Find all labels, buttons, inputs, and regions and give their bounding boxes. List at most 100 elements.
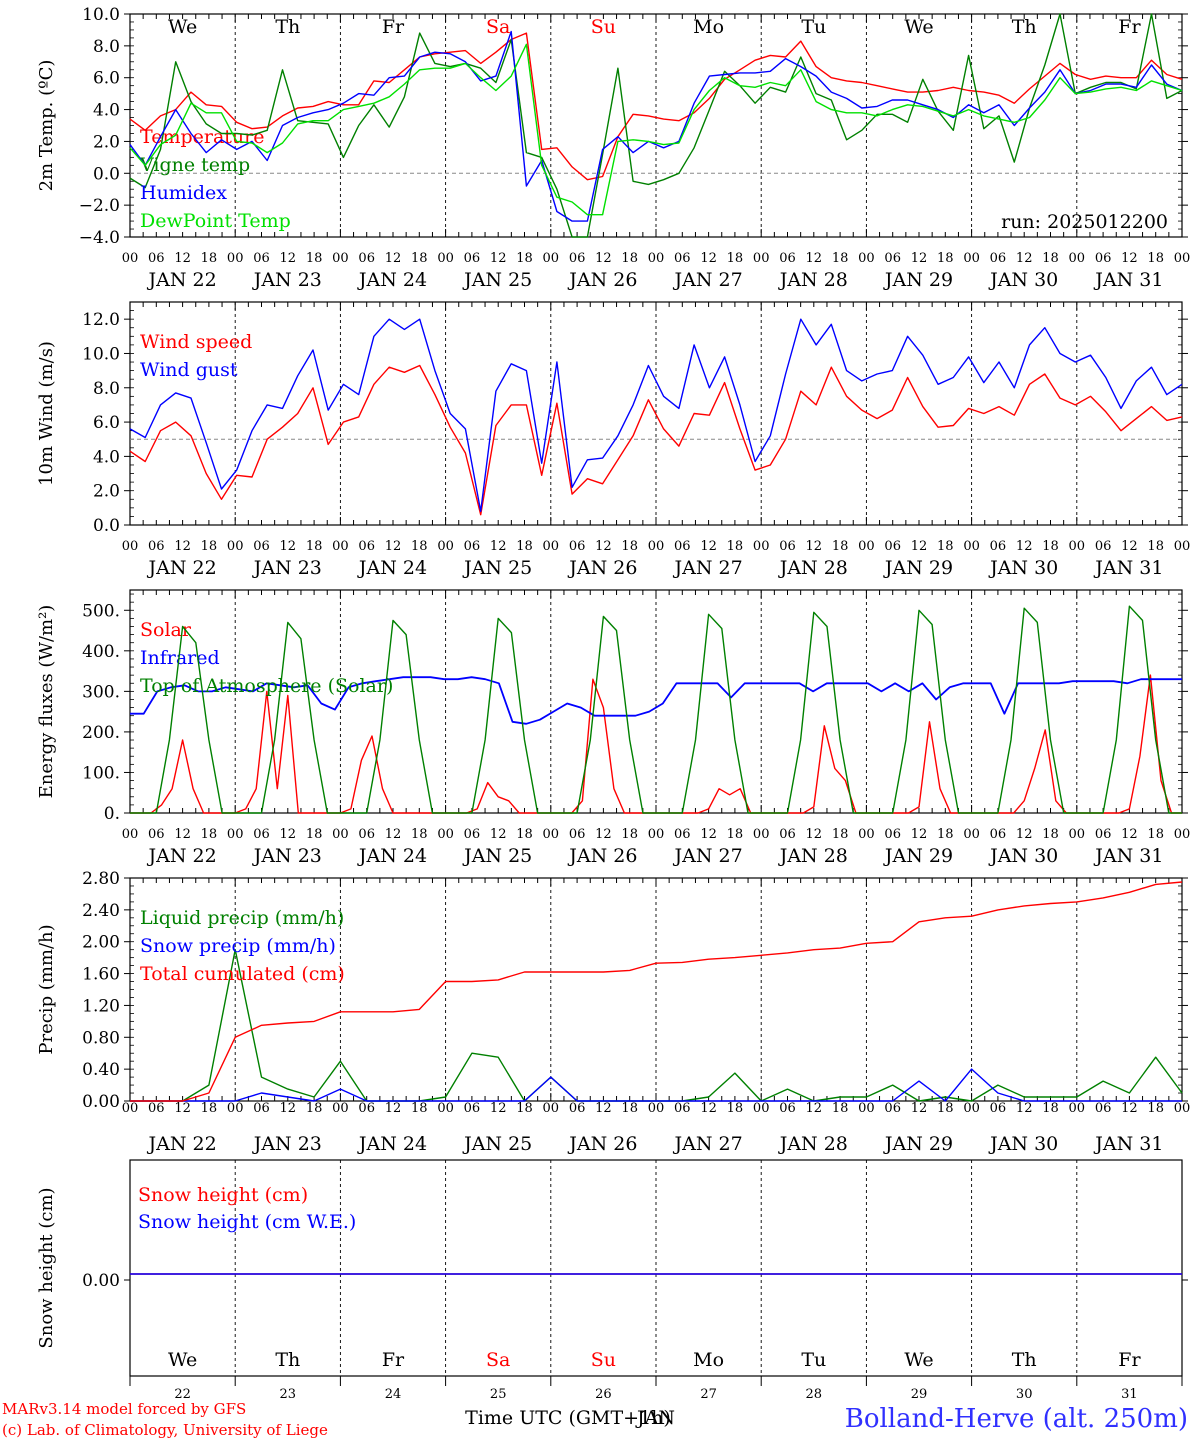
- hour-tick-label: 06: [569, 251, 586, 266]
- y-tick-label: 2.00: [82, 933, 120, 953]
- hour-tick-label: 00: [1069, 1101, 1086, 1116]
- day-tick-label: JAN 23: [252, 269, 322, 291]
- day-tick-label: JAN 25: [462, 1133, 532, 1155]
- weekday-label: Mo: [693, 16, 724, 38]
- y-tick-label: 1.20: [82, 996, 120, 1016]
- hour-tick-label: 06: [253, 827, 270, 842]
- hour-tick-label: 06: [674, 539, 691, 554]
- hour-tick-label: 12: [280, 827, 297, 842]
- model-credit-line1: MARv3.14 model forced by GFS: [2, 1400, 246, 1418]
- weekday-label: Fr: [382, 1349, 405, 1371]
- hour-tick-label: 18: [937, 1101, 954, 1116]
- hour-tick-label: 00: [648, 1101, 665, 1116]
- y-tick-label: 1.60: [82, 965, 120, 985]
- hour-tick-label: 06: [148, 827, 165, 842]
- day-number-label: 26: [595, 1387, 612, 1402]
- weekday-label: We: [168, 16, 197, 38]
- hour-tick-label: 00: [543, 1101, 560, 1116]
- y-tick-label: 12.0: [82, 310, 120, 330]
- hour-tick-label: 18: [1147, 251, 1164, 266]
- hour-tick-label: 12: [385, 827, 402, 842]
- hour-tick-label: 12: [806, 1101, 823, 1116]
- weekday-label: Sa: [486, 16, 510, 38]
- hour-tick-label: 06: [779, 1101, 796, 1116]
- hour-tick-label: 12: [490, 827, 507, 842]
- day-tick-label: JAN 28: [778, 1133, 848, 1155]
- hour-tick-label: 12: [1121, 1101, 1138, 1116]
- hour-tick-label: 12: [700, 1101, 717, 1116]
- hour-tick-label: 06: [990, 1101, 1007, 1116]
- hour-tick-label: 00: [543, 539, 560, 554]
- y-axis-label: Energy fluxes (W/m²): [36, 605, 57, 799]
- hour-tick-label: 00: [332, 251, 349, 266]
- y-tick-label: 400.: [82, 642, 120, 662]
- y-tick-label: 6.0: [93, 69, 120, 89]
- y-tick-label: −4.0: [79, 228, 120, 248]
- hour-tick-label: 00: [858, 539, 875, 554]
- hour-tick-label: 18: [516, 1101, 533, 1116]
- hour-tick-label: 00: [1174, 251, 1191, 266]
- y-tick-label: 100.: [82, 763, 120, 783]
- hour-tick-label: 00: [122, 1101, 139, 1116]
- day-tick-label: JAN 23: [252, 557, 322, 579]
- weekday-label: Th: [275, 1349, 300, 1371]
- hour-tick-label: 00: [227, 251, 244, 266]
- hour-tick-label: 18: [621, 1101, 638, 1116]
- hour-tick-label: 12: [806, 827, 823, 842]
- weekday-label: Su: [591, 1349, 616, 1371]
- hour-tick-label: 06: [569, 1101, 586, 1116]
- hour-tick-label: 06: [569, 539, 586, 554]
- day-tick-label: JAN 29: [883, 845, 953, 867]
- hour-tick-label: 06: [569, 827, 586, 842]
- hour-tick-label: 18: [621, 251, 638, 266]
- y-tick-label: 0.0: [93, 516, 120, 536]
- hour-tick-label: 12: [174, 1101, 191, 1116]
- hour-tick-label: 06: [990, 251, 1007, 266]
- weekday-label: Fr: [1118, 1349, 1141, 1371]
- legend-entry: Snow height (cm): [138, 1184, 308, 1206]
- hour-tick-label: 12: [911, 827, 928, 842]
- hour-tick-label: 06: [990, 827, 1007, 842]
- hour-tick-label: 00: [858, 827, 875, 842]
- y-tick-label: 10.0: [82, 5, 120, 25]
- legend-entry: Infrared: [140, 647, 220, 669]
- series-line: [129, 30, 1183, 222]
- hour-tick-label: 12: [700, 827, 717, 842]
- hour-tick-label: 06: [253, 1101, 270, 1116]
- hour-tick-label: 18: [201, 539, 218, 554]
- hour-tick-label: 00: [648, 539, 665, 554]
- hour-tick-label: 00: [963, 251, 980, 266]
- day-tick-label: JAN 22: [147, 269, 217, 291]
- hour-tick-label: 00: [1069, 539, 1086, 554]
- series-line: [129, 43, 1183, 216]
- hour-tick-label: 06: [884, 827, 901, 842]
- hour-tick-label: 18: [1147, 1101, 1164, 1116]
- hour-tick-label: 00: [332, 539, 349, 554]
- legend-entry: Snow height (cm W.E.): [138, 1211, 356, 1233]
- hour-tick-label: 00: [437, 539, 454, 554]
- hour-tick-label: 12: [1121, 539, 1138, 554]
- hour-tick-label: 06: [148, 539, 165, 554]
- day-tick-label: JAN 26: [567, 1133, 637, 1155]
- hour-tick-label: 12: [1121, 251, 1138, 266]
- weekday-label: Fr: [382, 16, 405, 38]
- hour-tick-label: 12: [174, 539, 191, 554]
- day-tick-label: JAN 22: [147, 557, 217, 579]
- hour-tick-label: 12: [595, 827, 612, 842]
- hour-tick-label: 18: [1042, 827, 1059, 842]
- hour-tick-label: 00: [1174, 539, 1191, 554]
- hour-tick-label: 18: [1147, 539, 1164, 554]
- hour-tick-label: 12: [490, 1101, 507, 1116]
- legend-entry: Snow precip (mm/h): [140, 935, 336, 957]
- chart-panel-1: 10.0 8.0 6.0 4.0 2.0 0.0 −2.0 −4.0 2m Temp. (ºC)…: [36, 5, 1190, 291]
- day-tick-label: JAN 28: [778, 269, 848, 291]
- day-tick-label: JAN 24: [357, 1133, 427, 1155]
- hour-tick-label: 00: [963, 827, 980, 842]
- series-line: [130, 881, 1183, 1102]
- day-tick-label: JAN 22: [147, 1133, 217, 1155]
- day-tick-label: JAN 26: [567, 845, 637, 867]
- y-tick-label: 200.: [82, 723, 120, 743]
- hour-tick-label: 06: [884, 539, 901, 554]
- day-tick-label: JAN 30: [988, 1133, 1058, 1155]
- hour-tick-label: 18: [1042, 251, 1059, 266]
